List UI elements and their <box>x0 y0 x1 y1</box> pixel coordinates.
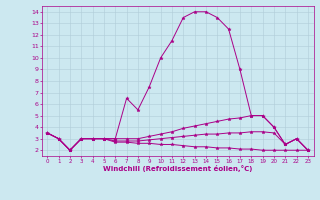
X-axis label: Windchill (Refroidissement éolien,°C): Windchill (Refroidissement éolien,°C) <box>103 165 252 172</box>
